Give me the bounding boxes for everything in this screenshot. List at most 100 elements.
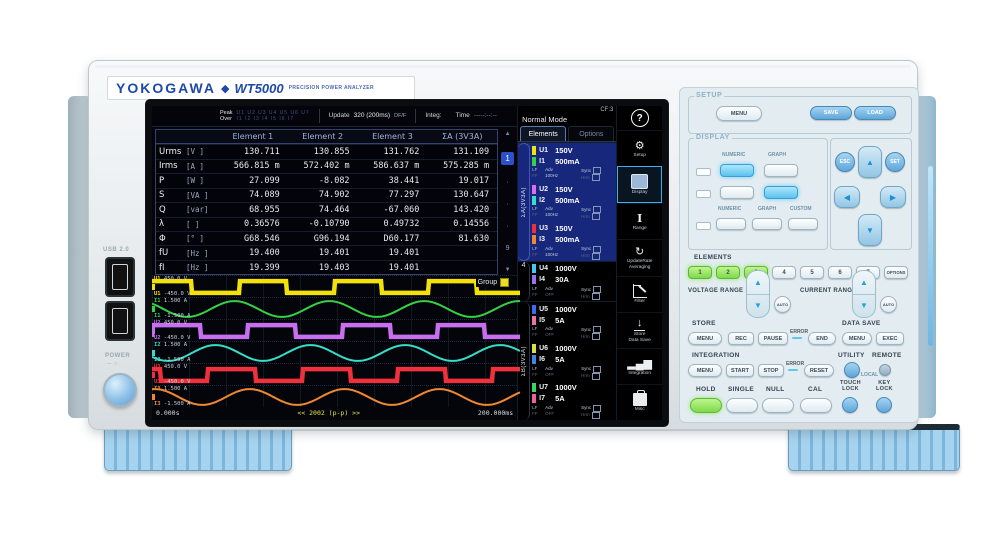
ff-label: FF: [532, 371, 538, 377]
store-menu-button[interactable]: MENU: [688, 332, 722, 345]
brand-name: YOKOGAWA: [116, 80, 217, 96]
waveform-I1: I1 1.500 A I1 -1.500 A: [152, 297, 520, 320]
display-graph-3-button[interactable]: [752, 218, 782, 230]
param-value: 131.109: [453, 146, 490, 157]
screen-menu-filter[interactable]: Filter: [617, 275, 662, 312]
usb-port-2[interactable]: [105, 301, 135, 341]
screen-menu-misc[interactable]: Misc: [617, 383, 662, 420]
voltage-range-up-button[interactable]: ▲: [747, 271, 769, 295]
hrm-badge: [591, 411, 600, 419]
element-key-1[interactable]: 1: [688, 266, 712, 279]
screen-menu-setup[interactable]: ⚙ Setup: [617, 130, 662, 166]
current-auto-button[interactable]: AUTO: [880, 296, 897, 313]
display-custom-button[interactable]: [788, 218, 818, 230]
power-button[interactable]: [103, 373, 137, 407]
screen-menu-display[interactable]: Display: [617, 166, 662, 204]
screen-menu-range[interactable]: I Range: [617, 203, 662, 239]
save-button[interactable]: SAVE: [810, 106, 852, 120]
trace-top-value: 450.0 V: [160, 320, 188, 327]
arrow-down-key[interactable]: ▼: [858, 214, 882, 246]
integration-menu-button[interactable]: MENU: [688, 364, 722, 377]
trace-label-top: U1 450.0 V: [154, 276, 187, 282]
page-dot: ·: [506, 179, 509, 187]
voltage-range-value: 1000V: [555, 304, 577, 314]
trace-marker: [152, 327, 155, 334]
element-key-4[interactable]: 4: [772, 266, 796, 279]
voltage-range-value: 1000V: [555, 264, 577, 274]
param-value: 130.711: [243, 146, 280, 157]
ff-label: FF: [532, 212, 538, 218]
key-lock-button[interactable]: [876, 397, 892, 413]
cal-button[interactable]: [800, 398, 832, 413]
param-value: 68.955: [249, 204, 280, 215]
data-save-menu-button[interactable]: MENU: [842, 332, 872, 345]
integration-stop-button[interactable]: STOP: [758, 364, 784, 377]
trace-channel: U3: [154, 379, 161, 386]
arrow-up-key[interactable]: ▲: [858, 146, 882, 178]
store-rec-button[interactable]: REC: [728, 332, 754, 345]
current-range-up-button[interactable]: ▲: [853, 271, 875, 295]
group-tag[interactable]: Group: [475, 278, 512, 288]
display-numeric-1-button[interactable]: [720, 164, 754, 177]
page-down-button[interactable]: ▼: [504, 266, 511, 273]
display-numeric-2-button[interactable]: [720, 186, 754, 199]
param-value: 586.637 m: [373, 161, 420, 172]
element-key-options[interactable]: OPTIONS: [884, 266, 908, 279]
tab-elements[interactable]: Elements: [520, 126, 567, 141]
integration-start-button[interactable]: START: [726, 364, 754, 377]
trace-bottom-value: -450.0 V: [160, 335, 191, 342]
help-button[interactable]: ?: [617, 106, 662, 130]
screen-menu-integration[interactable]: ▂▄▆ Integration: [617, 347, 662, 384]
data-save-exec-button[interactable]: EXEC: [876, 332, 904, 345]
store-pause-button[interactable]: PAUSE: [758, 332, 788, 345]
element-item-2[interactable]: U2 150V I2 500mA LF FF Adv 100Hz Sync Hrm: [530, 182, 616, 221]
tab-options[interactable]: Options: [568, 126, 615, 141]
element-item-3[interactable]: U3 150V I3 500mA LF FF Adv 100Hz Sync Hrm: [530, 222, 616, 261]
display-led-3: [696, 222, 711, 230]
voltage-range-down-button[interactable]: ▼: [754, 301, 762, 311]
voltage-channel: U4: [539, 265, 549, 273]
trace-channel: I2: [154, 342, 161, 349]
trace-channel: U3: [154, 364, 161, 371]
esc-button[interactable]: ESC: [835, 152, 855, 172]
arrow-right-key[interactable]: ▶: [880, 186, 906, 208]
load-button[interactable]: LOAD: [854, 106, 896, 120]
usb-port-1[interactable]: [105, 257, 135, 297]
element-item-7[interactable]: U7 1000V I7 5A LF FF Adv OFF Sync Hrm: [530, 381, 616, 420]
brand-tagline: PRECISION POWER ANALYZER: [288, 85, 374, 91]
current-page[interactable]: 1: [501, 151, 515, 165]
element-item-4[interactable]: U4 1000V I4 30A LF FF Adv OFF Sync Hrm: [530, 262, 616, 301]
last-page[interactable]: 9: [505, 244, 510, 252]
element-key-5[interactable]: 5: [800, 266, 824, 279]
element-item-5[interactable]: U5 1000V I5 5A LF FF Adv OFF Sync Hrm: [530, 302, 616, 341]
setup-menu-button[interactable]: MENU: [716, 106, 762, 121]
single-button[interactable]: [726, 398, 758, 413]
sync-label: Sync: [581, 405, 592, 411]
display-graph-2-button[interactable]: [764, 186, 798, 199]
null-button[interactable]: [762, 398, 794, 413]
utility-button[interactable]: [844, 362, 860, 378]
current-range-rocker: ▲ ▼: [852, 270, 876, 318]
element-key-2[interactable]: 2: [716, 266, 740, 279]
element-item-6[interactable]: U6 1000V I6 5A LF FF Adv OFF Sync Hrm: [530, 341, 616, 380]
screen-menu-store[interactable]: ↓ Store Data Save: [617, 311, 662, 348]
store-end-button[interactable]: END: [808, 332, 836, 345]
power-label: POWER: [105, 353, 131, 359]
screen-menu-update[interactable]: ↻ UpdateRate Averaging: [617, 239, 662, 275]
display-numeric-3-button[interactable]: [716, 218, 746, 230]
element-key-6[interactable]: 6: [828, 266, 852, 279]
voltage-auto-button[interactable]: AUTO: [774, 296, 791, 313]
waveform-U2: U2 450.0 V U2 -450.0 V: [152, 319, 520, 342]
power-symbols: ─ ○: [107, 361, 119, 367]
integration-reset-button[interactable]: RESET: [804, 364, 834, 377]
hold-button[interactable]: [690, 398, 722, 413]
set-button[interactable]: SET: [885, 152, 905, 172]
arrow-left-key[interactable]: ◀: [834, 186, 860, 208]
element-item-1[interactable]: U1 150V I1 500mA LF FF Adv 100Hz Sync Hrm: [530, 143, 616, 182]
current-range-down-button[interactable]: ▼: [860, 301, 868, 311]
waveform-I3: I3 1.500 A I3 -1.500 A: [152, 385, 520, 408]
display-graph-1-button[interactable]: [764, 164, 798, 177]
page-up-button[interactable]: ▲: [504, 130, 511, 137]
filter-icon: [632, 283, 647, 298]
touch-lock-button[interactable]: [842, 397, 858, 413]
